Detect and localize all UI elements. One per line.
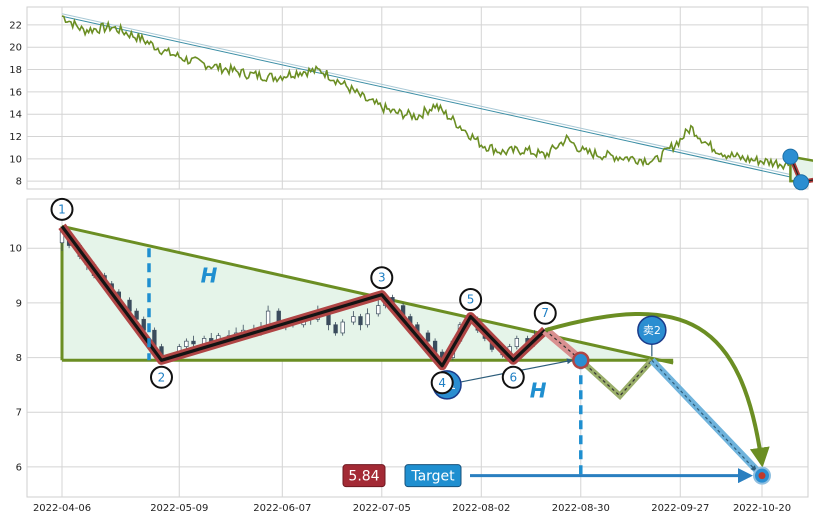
overview-y-tick: 10 (9, 154, 22, 165)
pattern-panel: 6 7 8 9 10 2022-04-06 2022-05-09 2022-06-07 2022… (9, 197, 809, 514)
pattern-y-tick: 10 (9, 244, 22, 255)
x-tick-label: 2022-06-07 (253, 503, 311, 514)
height-label: H (530, 378, 547, 402)
target-projection-inner (651, 359, 757, 472)
projection-path-inner (580, 359, 653, 397)
candle-body (333, 324, 338, 334)
x-tick-label: 2022-10-20 (733, 503, 791, 514)
overview-y-tick: 22 (9, 20, 22, 31)
mini-wave-dot (782, 148, 799, 165)
wave-label-circle (501, 365, 525, 389)
overview-trend-line (61, 15, 791, 178)
price-line (61, 15, 790, 171)
wave-path-inner (60, 225, 547, 368)
pattern-y-tick: 9 (16, 298, 22, 309)
candle-body (365, 313, 370, 326)
candle-body (184, 340, 189, 347)
x-tick-label: 2022-07-05 (353, 503, 411, 514)
target-badge (404, 464, 462, 488)
target-marker-core (758, 472, 766, 480)
overview-panel: 8 10 12 14 16 18 20 22 (9, 6, 813, 191)
x-tick-label: 2022-08-02 (452, 503, 510, 514)
height-label: H (201, 264, 218, 288)
wave-label: 2 (158, 370, 166, 384)
wave-label: 3 (378, 271, 386, 285)
mini-wave-dot (793, 174, 810, 191)
wave-label-circle (430, 371, 454, 395)
candle-body (351, 316, 356, 323)
wave-label: 4 (438, 376, 446, 390)
wave-label-circle (149, 365, 173, 389)
candle-body (358, 316, 363, 326)
candle-body (191, 340, 196, 345)
overview-y-tick: 20 (9, 43, 22, 54)
overview-y-tick: 12 (9, 132, 22, 143)
x-tick-label: 2022-04-06 (33, 503, 91, 514)
target-price-badge (342, 464, 386, 488)
candle-body (514, 338, 519, 347)
overview-y-tick: 14 (9, 110, 22, 121)
overview-y-tick: 8 (16, 177, 22, 188)
wave-label: 1 (58, 202, 66, 216)
wave-label: 6 (509, 370, 517, 384)
wave-label-circle (370, 266, 394, 290)
wave-label-circle (459, 288, 483, 312)
candle-body (425, 332, 431, 342)
overview-y-tick: 16 (9, 87, 22, 98)
wave-label-circle (50, 197, 74, 221)
pattern-y-tick: 8 (16, 353, 22, 364)
candle-body (376, 305, 381, 315)
wave-label-circle (533, 301, 557, 325)
pattern-y-tick: 6 (16, 462, 22, 473)
wave-label: 7 (541, 306, 549, 320)
target-badge-text: Target (410, 469, 455, 485)
target-price-text: 5.84 (348, 469, 379, 485)
candle-body (340, 321, 345, 334)
x-tick-label: 2022-05-09 (150, 503, 208, 514)
breakout-marker (572, 351, 590, 370)
sell-marker-circle (637, 315, 667, 345)
target-arc (544, 311, 770, 468)
x-tick-label: 2022-08-30 (552, 503, 610, 514)
overview-y-tick: 18 (9, 65, 22, 76)
x-tick-label: 2022-09-27 (651, 503, 709, 514)
sell-marker-label: 卖2 (643, 324, 661, 337)
pattern-y-tick: 7 (16, 408, 22, 419)
wave-label: 5 (467, 293, 475, 307)
